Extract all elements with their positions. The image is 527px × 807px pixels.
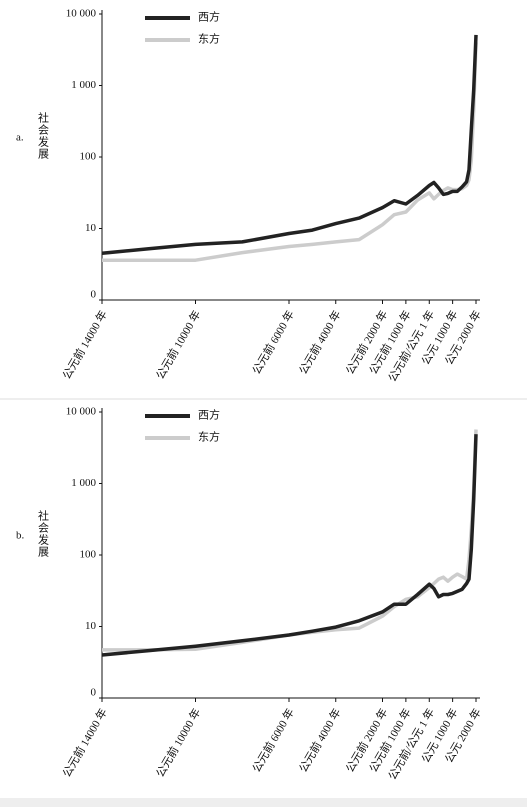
series-line [101,34,478,256]
footer-band [0,798,527,807]
y-tick-label: 10 [85,222,97,234]
x-tick-label: 公元前 4000 年 [296,308,344,377]
x-tick-label: 公元前 14000 年 [59,706,110,780]
y-tick-label: 100 [80,151,97,163]
y-tick-label: 1 000 [71,477,96,489]
y-tick-label: 10 [85,620,97,632]
panel-label: b. [16,530,25,542]
panel-label: a. [16,132,24,144]
y-tick-label: 1 000 [71,79,96,91]
y-tick-label: 10 000 [66,8,97,20]
x-tick-label: 公元前 10000 年 [153,308,204,382]
x-tick-label: 公元前 10000 年 [153,706,204,780]
legend-label: 西方 [198,10,220,24]
y-tick-label: 0 [91,687,97,699]
x-tick-label: 公元前 14000 年 [59,308,110,382]
y-axis-label: 社会发展 [36,509,49,558]
legend-label: 东方 [198,430,220,444]
series-line [101,434,478,657]
y-tick-label: 100 [80,549,97,561]
y-tick-label: 10 000 [66,406,97,418]
x-tick-label: 公元前 6000 年 [249,308,297,377]
x-tick-label: 公元前 4000 年 [296,706,344,775]
series-line [102,42,478,262]
x-tick-label: 公元前 6000 年 [249,706,297,775]
panel: b. 社会发展 0 10 100 1 000 10 000 公元前 14000 年公元前 10… [16,406,484,783]
legend-label: 东方 [198,32,220,46]
legend-label: 西方 [198,408,220,422]
series-line [102,429,478,652]
y-tick-label: 0 [91,289,97,301]
y-axis-label: 社会发展 [36,111,49,160]
panel: a. 社会发展 0 10 100 1 000 10 000 公元前 14000 年公元前 10… [16,8,484,385]
